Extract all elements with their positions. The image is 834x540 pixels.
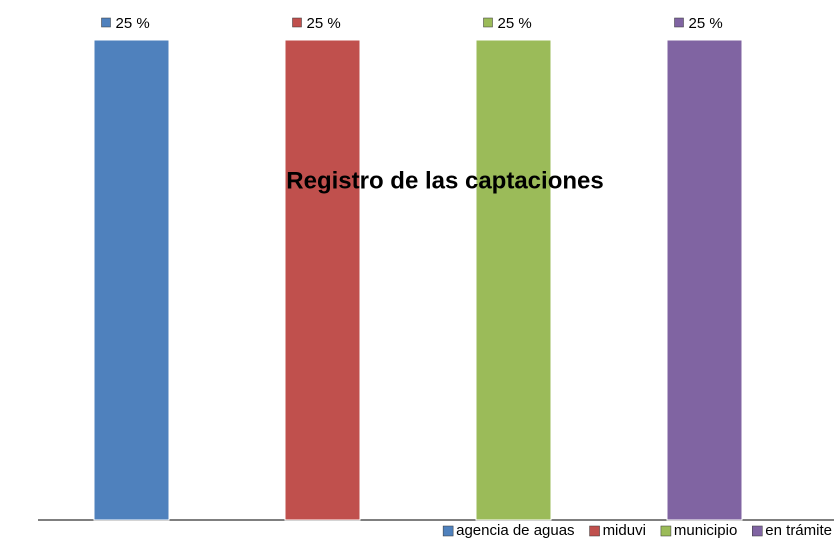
value-label: 25 % [689,15,723,32]
legend-key [442,525,454,537]
value-label-key [101,17,111,28]
value-label-key [292,17,302,28]
value-label: 25 % [307,15,341,32]
legend-key [660,525,672,537]
bar [475,39,552,521]
legend-label: agencia de aguas [456,522,574,539]
legend-label: municipio [674,522,737,539]
chart-title: Registro de las captaciones [286,167,603,194]
value-label: 25 % [498,15,532,32]
value-label-key [674,17,684,28]
bar [666,39,743,521]
bar [284,39,361,521]
legend-key [752,525,763,537]
bar [93,39,170,521]
value-label: 25 % [116,15,150,32]
legend-label: miduvi [603,522,646,539]
value-label-key [483,17,493,28]
legend-key [589,525,600,537]
legend-label: en trámite [765,522,832,539]
